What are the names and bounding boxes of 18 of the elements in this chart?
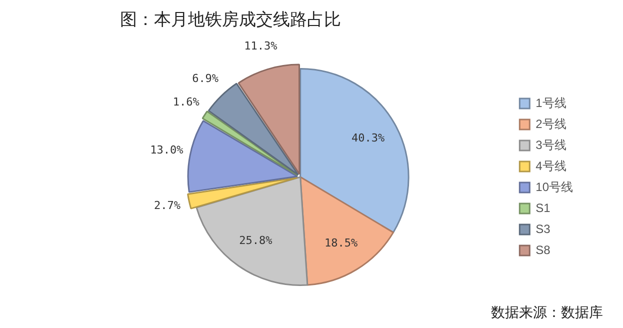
chart-title: 图：本月地铁房成交线路占比 <box>120 9 341 31</box>
data-label: 25.8% <box>239 234 273 247</box>
data-label: 18.5% <box>324 236 358 250</box>
data-label: 2.7% <box>154 199 181 212</box>
data-label: 13.0% <box>150 143 184 156</box>
data-label: 11.3% <box>244 40 278 53</box>
legend-label: 10号线 <box>536 180 574 194</box>
legend-label: 2号线 <box>536 116 566 131</box>
source-note: 数据来源：数据库 <box>491 304 603 322</box>
legend-label: S1 <box>536 200 551 215</box>
data-label: 40.3% <box>352 131 386 144</box>
legend-label: 3号线 <box>536 138 566 152</box>
legend-label: S8 <box>536 242 551 257</box>
legend-label: 4号线 <box>536 158 566 173</box>
data-label: 6.9% <box>192 72 219 86</box>
legend-label: S3 <box>536 222 551 236</box>
legend-label: 1号线 <box>536 96 566 110</box>
data-label: 1.6% <box>172 96 200 109</box>
